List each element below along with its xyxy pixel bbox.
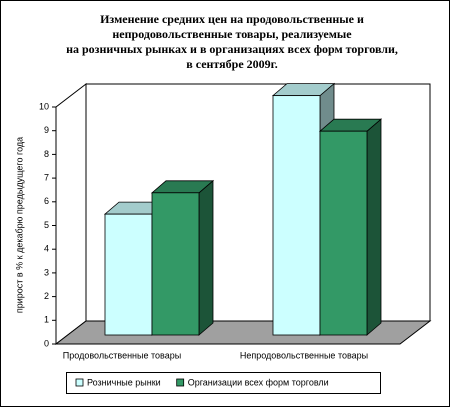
y-tick-label: 4 (44, 244, 49, 254)
y-tick-label: 8 (44, 149, 49, 159)
chart-title: на розничных рынках и в организациях все… (66, 42, 398, 56)
x-tick-label: Непродовольственные товары (240, 350, 368, 360)
y-tick-label: 6 (44, 196, 49, 206)
y-tick-label: 3 (44, 267, 49, 277)
bar-front (272, 95, 321, 336)
y-tick-label: 2 (44, 291, 49, 301)
y-tick-label: 5 (44, 220, 49, 230)
chart-title: непродовольственные товары, реализуемые (112, 27, 352, 41)
chart-title: Изменение средних цен на продовольственн… (100, 12, 364, 26)
bar-side (198, 179, 214, 336)
legend-label: Организации всех форм торговли (188, 377, 329, 387)
x-tick-label: Продовольственные товары (63, 350, 181, 360)
chart-title: в сентябре 2009г. (186, 57, 278, 71)
y-tick-label: 0 (44, 338, 49, 348)
legend-box (66, 372, 381, 394)
legend-label: Розничные рынки (87, 377, 161, 387)
bar-side (366, 118, 382, 336)
bar (150, 179, 215, 336)
bar-front (319, 130, 368, 336)
bar-front (104, 213, 153, 336)
side-wall (55, 82, 87, 346)
legend-swatch (176, 378, 185, 387)
bar (318, 118, 383, 336)
y-axis-label: прирост в % к декабрю предыдущего года (14, 137, 24, 313)
legend-swatch (75, 378, 84, 387)
y-tick-label: 10 (39, 101, 49, 111)
bar-front (151, 192, 200, 336)
y-tick-label: 9 (44, 125, 49, 135)
y-tick-label: 7 (44, 172, 49, 182)
y-tick-label: 1 (44, 315, 49, 325)
